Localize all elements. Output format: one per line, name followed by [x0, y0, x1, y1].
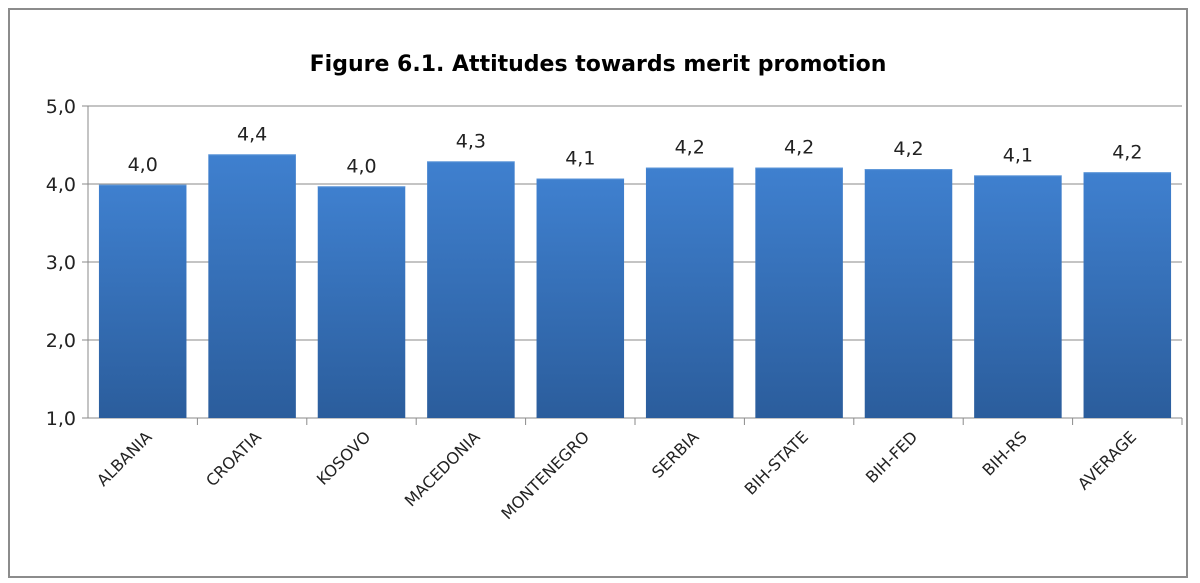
- bar: [645, 167, 734, 418]
- bar: [1083, 172, 1172, 418]
- x-tick-label: BIH-FED: [862, 427, 921, 486]
- bar: [974, 175, 1062, 418]
- x-tick-label: BIH-STATE: [741, 427, 812, 498]
- x-tick-label: KOSOVO: [313, 427, 374, 488]
- data-label: 4,2: [675, 137, 705, 159]
- chart-title: Figure 6.1. Attitudes towards merit prom…: [309, 52, 887, 77]
- bar: [317, 186, 406, 418]
- x-tick-label: SERBIA: [648, 427, 703, 482]
- bar: [536, 178, 625, 418]
- x-tick-label: BIH-RS: [979, 427, 1031, 479]
- bar: [864, 169, 953, 418]
- bar: [427, 161, 515, 418]
- data-label: 4,2: [893, 138, 923, 160]
- data-label: 4,2: [1112, 141, 1142, 163]
- data-label: 4,0: [346, 155, 376, 177]
- x-tick-label: AVERAGE: [1074, 427, 1140, 493]
- x-tick-label: MONTENEGRO: [497, 427, 593, 523]
- y-tick-label: 1,0: [46, 408, 76, 430]
- y-tick-label: 5,0: [46, 96, 76, 118]
- data-label: 4,0: [128, 154, 158, 176]
- data-label: 4,2: [784, 137, 814, 159]
- data-label: 4,3: [456, 130, 486, 152]
- y-tick-label: 2,0: [46, 330, 76, 352]
- x-tick-label: ALBANIA: [93, 427, 156, 490]
- y-tick-label: 4,0: [46, 174, 76, 196]
- bars: [98, 154, 1172, 419]
- bar: [755, 167, 843, 418]
- x-tick-label: CROATIA: [202, 427, 265, 490]
- bar: [98, 184, 187, 418]
- x-tick-label: MACEDONIA: [401, 427, 484, 510]
- data-label: 4,1: [565, 148, 595, 170]
- bar: [208, 154, 296, 419]
- data-label: 4,4: [237, 123, 267, 145]
- data-label: 4,1: [1003, 144, 1033, 166]
- y-tick-label: 3,0: [46, 252, 76, 274]
